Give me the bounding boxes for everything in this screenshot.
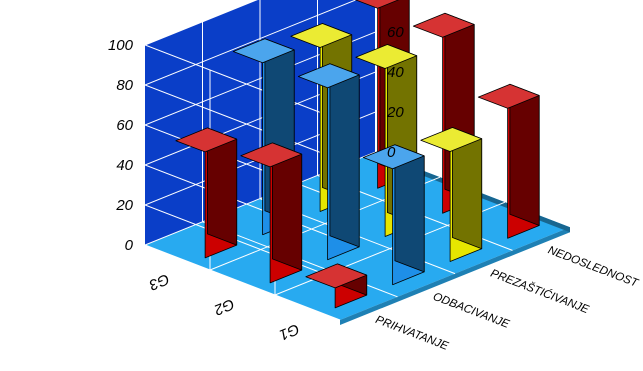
bars [175, 0, 540, 309]
bar-top-face [420, 127, 483, 152]
y-tick-label-right: 40 [387, 64, 404, 81]
y-tick-label-right: 20 [386, 104, 404, 121]
category-label: NEDOSLEDNOST [546, 244, 640, 290]
y-tick-label-right: 80 [387, 0, 404, 1]
series-label: G1 [277, 320, 302, 343]
y-tick-label-left: 60 [116, 117, 133, 134]
bar-top-face [290, 23, 353, 48]
bar-G1-prihvatanje [305, 263, 368, 309]
category-label: ODBACIVANJE [431, 291, 511, 331]
bar-G1-prezaštićivanje [420, 127, 483, 262]
y-tick-label-right: 60 [387, 24, 404, 41]
category-label: PRIHVATANJE [374, 314, 450, 353]
floor-edge-front [340, 227, 570, 325]
bar-top-face [354, 0, 400, 9]
bar-top-face [240, 142, 303, 168]
bar-G3-prihvatanje [175, 127, 238, 259]
bar-top-face [477, 83, 540, 109]
series-label: G2 [211, 295, 237, 319]
bar-G1-odbacivanje [362, 144, 425, 286]
y-tick-label-left: 0 [125, 237, 134, 254]
bar-top-face [297, 63, 360, 89]
y-tick-label-left: 80 [116, 77, 133, 94]
bar-top-face [362, 144, 425, 170]
y-tick-label-left: 100 [108, 37, 134, 54]
bar-G2-odbacivanje [297, 63, 360, 261]
bar-side-face [329, 63, 360, 248]
y-tick-label-right: 0 [387, 144, 396, 161]
bar-top-face [175, 127, 238, 153]
category-label: PREZAŠTIĆIVANJE [489, 267, 591, 317]
bar-G1-nedoslednost [477, 83, 540, 239]
series-label: G3 [146, 270, 172, 294]
y-tick-label-left: 40 [116, 157, 133, 174]
bar-G2-prihvatanje [240, 142, 303, 284]
bar-top-face [355, 44, 418, 69]
bar-top-face [305, 263, 368, 289]
y-tick-label-left: 20 [115, 197, 133, 214]
bar-top-face [412, 12, 475, 38]
bar-top-face [232, 38, 295, 64]
